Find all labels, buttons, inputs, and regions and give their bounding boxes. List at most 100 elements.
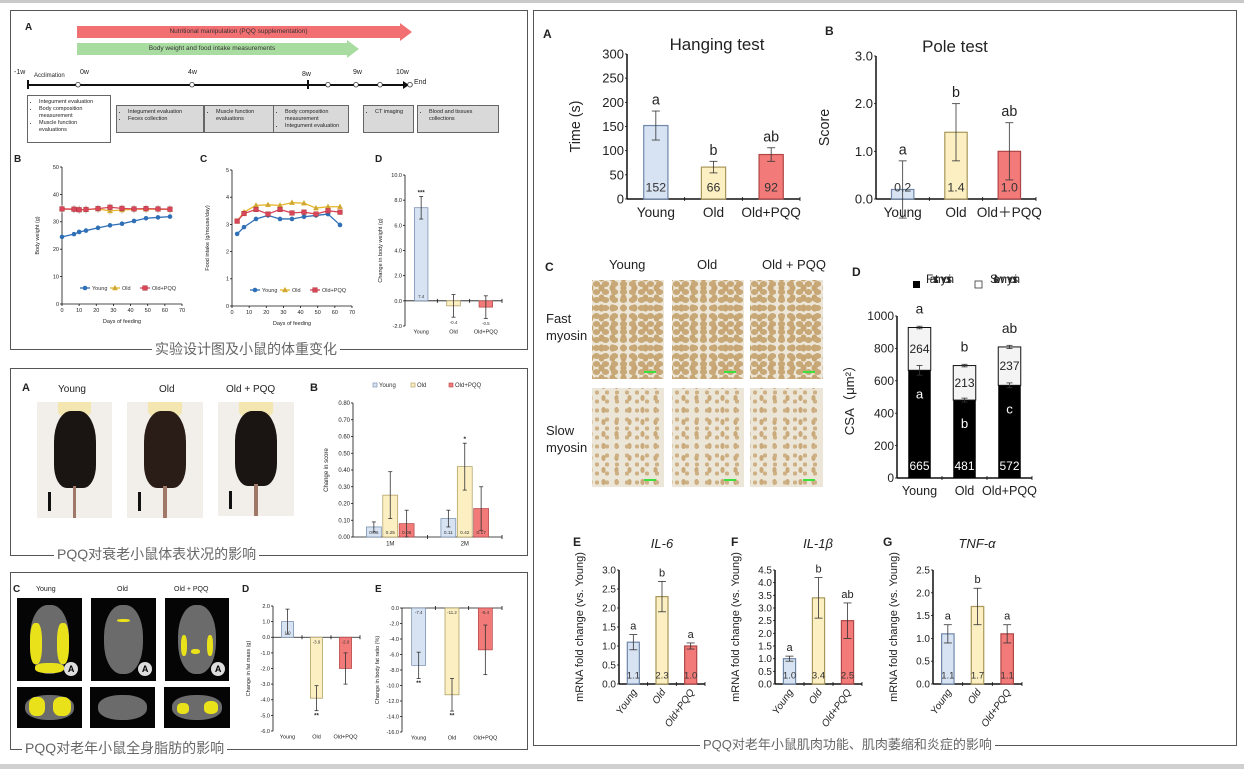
timeline-box-4w: Integument evaluation Feces collection xyxy=(116,105,204,133)
bar-value-label: 0.2 xyxy=(894,181,911,195)
y-tick-label: 0 xyxy=(617,192,624,207)
x-tick-label: 30 xyxy=(110,308,116,314)
x-axis-label: Days of feeding xyxy=(103,319,141,325)
legend-label: Old+PQQ xyxy=(455,383,482,389)
y-tick-label: -4.0 xyxy=(261,698,270,704)
top-border xyxy=(0,0,1244,3)
significance-letter: a xyxy=(652,93,660,109)
data-point xyxy=(119,205,125,211)
data-point xyxy=(253,216,259,222)
timeline-item: Integument evaluation xyxy=(39,99,106,106)
measurement-arrow: Body weight and food intake measurements xyxy=(77,40,359,58)
legend-marker xyxy=(312,287,318,293)
y-tick-label: -2.0 xyxy=(261,666,270,672)
y-tick-label: 5 xyxy=(226,168,229,174)
panel-label: C xyxy=(545,260,554,274)
y-tick-label: 1.0 xyxy=(855,144,873,159)
timeline-label: -1w xyxy=(14,69,26,76)
y-tick-label: 30 xyxy=(53,220,59,226)
bottom-border xyxy=(0,764,1244,769)
y-tick-label: 3.0 xyxy=(855,49,873,64)
y-tick-label: 1000 xyxy=(867,309,894,323)
bar xyxy=(758,153,784,200)
timeline-point-icon xyxy=(377,81,383,88)
x-tick-label: 2M xyxy=(461,541,469,547)
legend-label: Old+PQQ xyxy=(322,288,347,294)
scale-bar xyxy=(47,492,51,512)
y-tick-label: 2.0 xyxy=(262,604,270,610)
caption-muscle: PQQ对老年小鼠肌肉功能、肌肉萎缩和炎症的影响 xyxy=(700,737,995,753)
timeline-arrowhead-icon xyxy=(403,81,409,89)
y-tick-label: 100 xyxy=(602,143,624,158)
data-point xyxy=(265,211,271,217)
panel-label: C xyxy=(200,154,208,165)
y-tick-label: 3.0 xyxy=(758,604,772,615)
group-label: Young xyxy=(36,586,56,593)
y-tick-label: 0.10 xyxy=(338,518,350,524)
y-axis-label: Change in score xyxy=(324,447,330,491)
x-tick-label: Old+PQQ xyxy=(980,687,1014,729)
data-point xyxy=(107,204,113,210)
x-tick-label: 20 xyxy=(93,308,99,314)
significance-letter: ab xyxy=(763,129,779,145)
bar-value-label: -5.4 xyxy=(482,610,490,615)
significance-letter: a xyxy=(945,611,952,623)
data-point xyxy=(83,228,89,233)
y-axis-label: Change in fat mass (g) xyxy=(246,641,252,697)
data-point xyxy=(277,216,283,222)
data-point xyxy=(313,211,319,217)
panel-label: A xyxy=(25,22,33,33)
data-point xyxy=(76,229,82,235)
x-tick-label: Old+PQQ xyxy=(334,735,359,741)
y-tick-label: 2.0 xyxy=(602,604,616,615)
y-tick-label: 0.50 xyxy=(338,451,350,457)
panel-label: F xyxy=(731,535,739,549)
data-point xyxy=(336,203,344,209)
y-tick-label: 0.30 xyxy=(338,485,350,491)
y-tick-label: -3.0 xyxy=(261,682,270,688)
histology-fast-young xyxy=(592,280,664,379)
y-tick-label: 2.5 xyxy=(602,585,616,596)
x-tick-label: Young xyxy=(771,687,797,717)
timeline-label: Acclimation xyxy=(34,73,65,79)
y-tick-label: 6.0 xyxy=(394,223,402,229)
x-tick-label: Old xyxy=(651,687,669,706)
data-point xyxy=(131,206,137,212)
timeline-item: Muscle function evaluations xyxy=(216,109,269,123)
data-point xyxy=(301,214,307,220)
y-axis-label: Change in body weight (g) xyxy=(378,218,384,282)
x-tick-label: 50 xyxy=(315,310,321,316)
significance-letter: a xyxy=(630,621,637,633)
significance-marker: ** xyxy=(450,714,455,720)
bar-value-label: 2.5 xyxy=(841,670,854,681)
data-point xyxy=(325,208,331,214)
y-tick-label: -1.0 xyxy=(261,651,270,657)
y-tick-label: 0.0 xyxy=(602,680,616,691)
panel-label: C xyxy=(13,584,21,595)
chart-title: IL-1β xyxy=(803,536,833,551)
x-axis-label: Days of feeding xyxy=(273,321,311,327)
orientation-marker: A xyxy=(64,662,79,677)
data-point xyxy=(234,218,240,224)
timeline-point-icon xyxy=(325,81,331,88)
chart-title: Hanging test xyxy=(670,35,765,54)
group-label: Old + PQQ xyxy=(174,586,209,593)
y-tick-label: 0.0 xyxy=(394,299,402,305)
timeline-label: 4w xyxy=(188,69,197,76)
data-point xyxy=(83,206,89,213)
y-tick-label: 1.0 xyxy=(758,654,772,665)
legend-marker xyxy=(281,286,289,293)
data-point xyxy=(264,201,272,208)
x-tick-label: 10 xyxy=(76,308,82,314)
data-point xyxy=(289,216,295,222)
y-tick-label: 4.0 xyxy=(758,578,772,589)
data-point xyxy=(71,231,77,237)
data-point xyxy=(167,206,173,212)
legend-label: Young xyxy=(262,288,277,294)
significance-letter: a xyxy=(786,642,793,654)
bar-value-label: 66 xyxy=(707,181,721,195)
histology-row-label: Fast myosin xyxy=(546,311,588,343)
significance-letter: c xyxy=(1006,401,1013,416)
bar-value-label: 0.25 xyxy=(386,530,396,536)
